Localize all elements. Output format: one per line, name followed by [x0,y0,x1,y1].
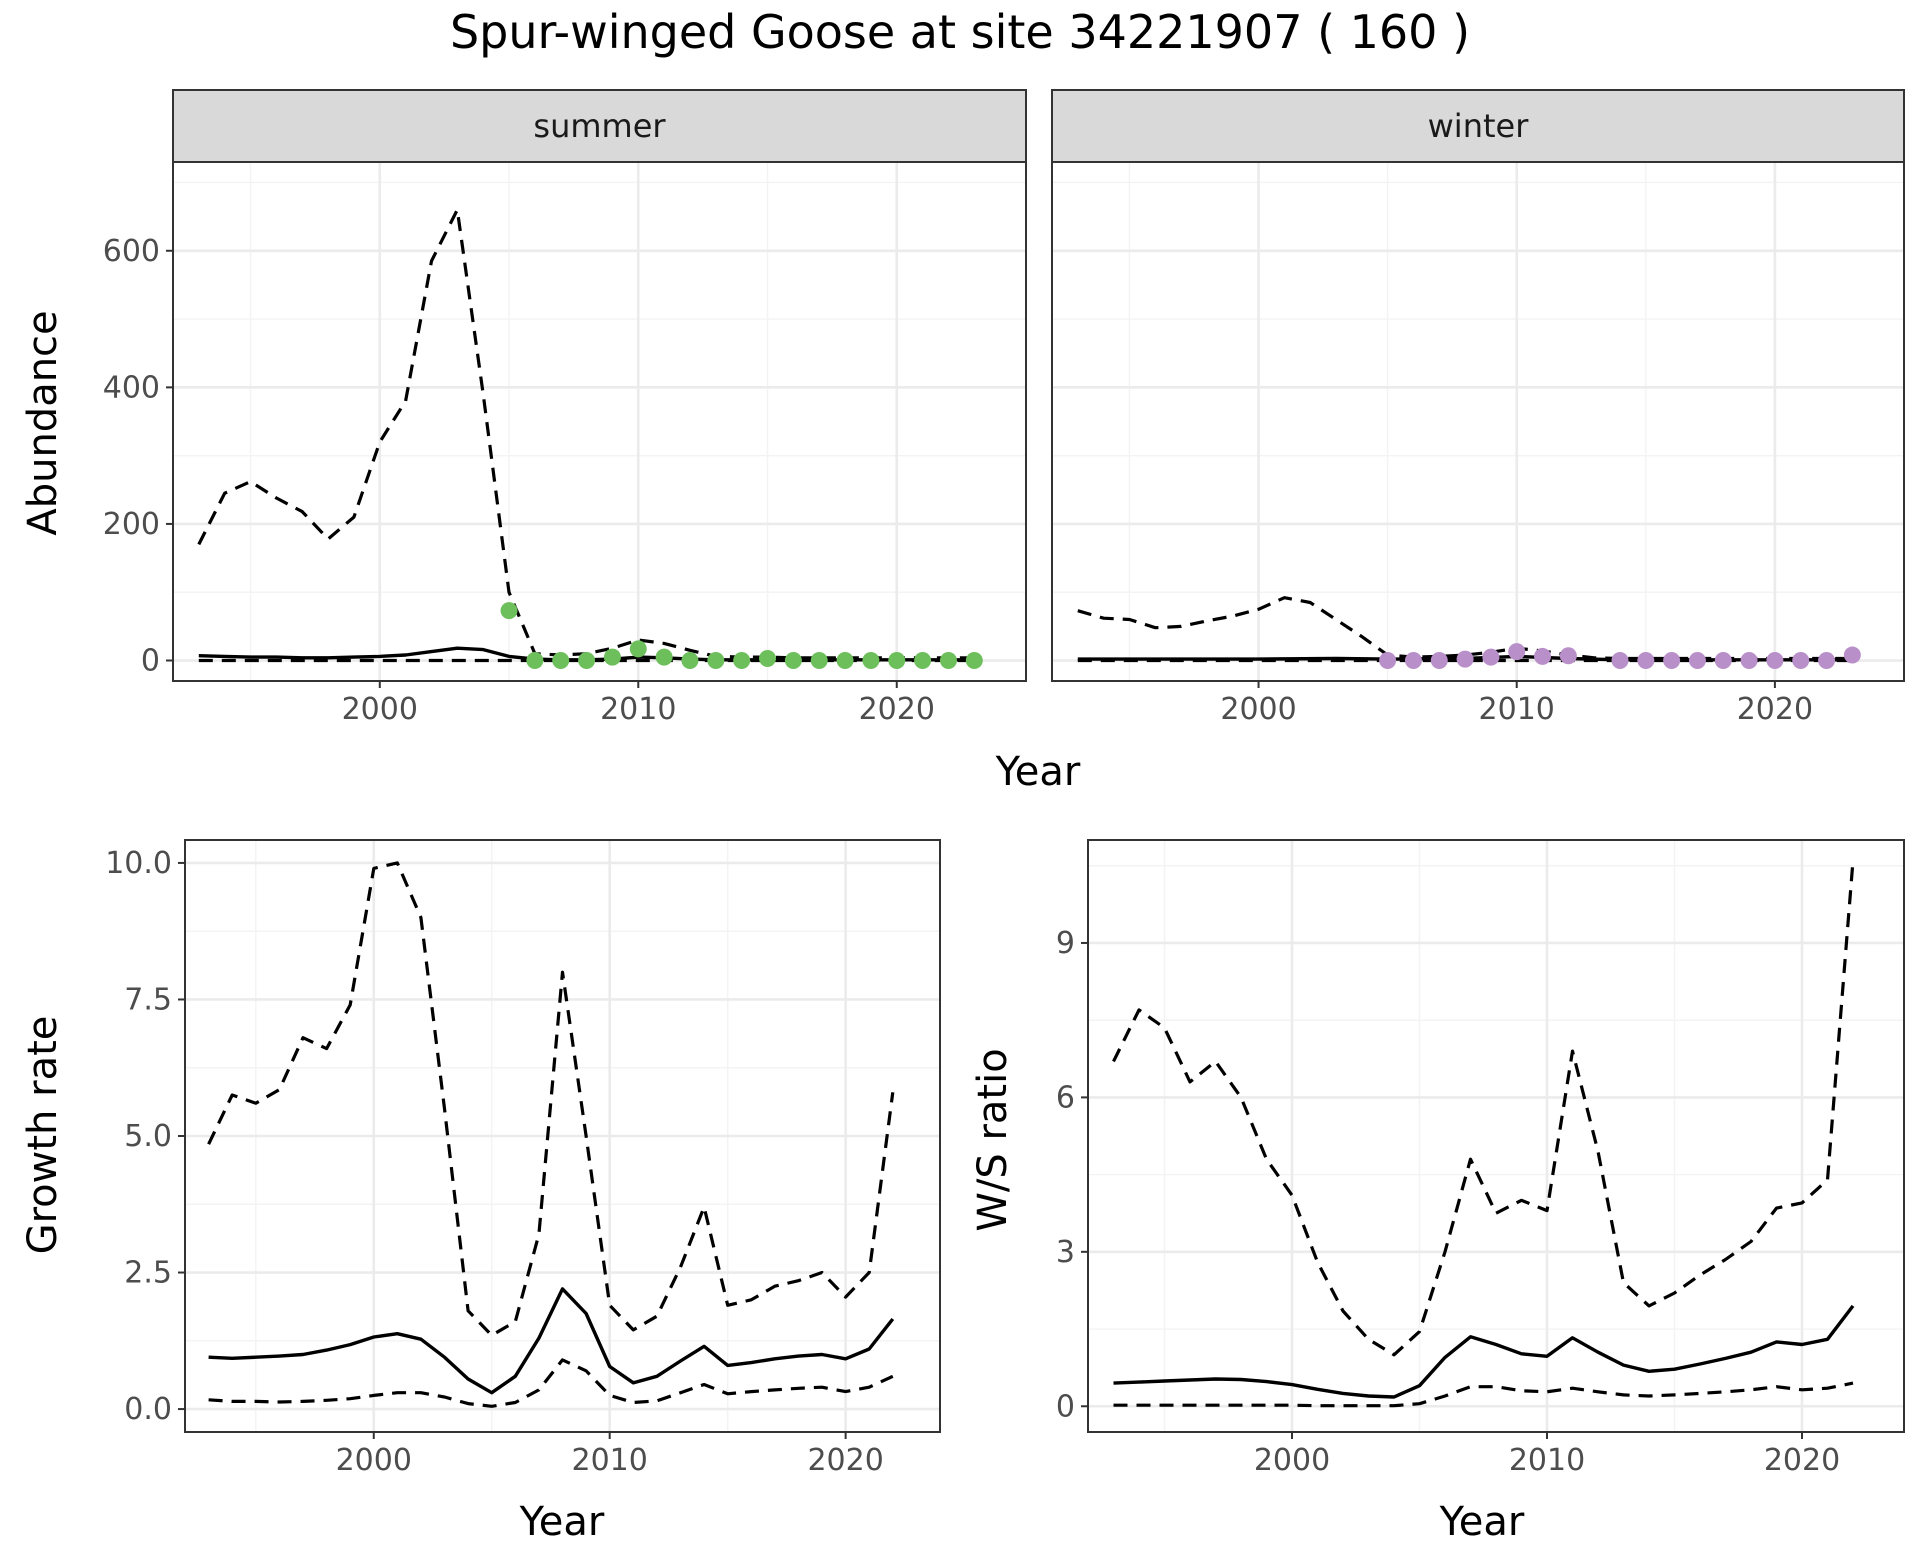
observed-point [1688,652,1706,670]
series-line-estimate [1113,1304,1855,1399]
growth-panel: 2000 2010 2020 0.0 2.5 5.0 7.5 10.0 [105,839,941,1478]
observed-point [681,652,699,670]
observed-point [1482,648,1500,666]
y-tick-label: 400 [103,370,160,405]
series-line-lower [1113,1381,1854,1408]
observed-point [655,648,673,666]
observed-point [1611,652,1629,670]
summer-strip [172,89,1027,163]
plot-background [173,162,1026,681]
observed-point [578,652,596,670]
series-line-upper [207,861,895,1337]
x-tick-label: 2020 [1737,692,1813,727]
x-tick-label: 2000 [336,1443,412,1478]
y-tick-label: 200 [103,507,160,542]
summer-panel: summer 2000 2010 2020 0 200 400 600 [103,89,1027,727]
plot-border [172,161,1027,682]
x-tick-label: 2020 [807,1443,883,1478]
winter-plot-area: 2000 2010 2020 [1051,161,1905,727]
observed-point [629,640,647,658]
top-x-axis-title: Year [995,749,1081,795]
observed-point [784,652,802,670]
observed-point [1663,652,1681,670]
plot-background [1052,162,1904,681]
series-line-lower [208,1358,894,1408]
observed-point [836,652,854,670]
series-line-estimate [208,1287,895,1395]
y-tick-label: 600 [103,234,160,269]
observed-point [552,652,570,670]
winter-strip [1051,89,1905,163]
y-tick-label: 0 [141,644,160,679]
y-tick-label: 0 [1056,1389,1075,1424]
observed-point [1456,650,1474,668]
winter-panel: winter 2000 2010 2020 [1051,89,1905,727]
observed-point [707,652,725,670]
observed-point [810,652,828,670]
observed-point [1508,643,1526,661]
y-tick-label: 3 [1056,1235,1075,1270]
plot-background [1088,840,1904,1432]
observed-point [965,652,983,670]
x-tick-label: 2010 [1479,692,1555,727]
observed-point [1766,652,1784,670]
observed-point [1843,646,1861,664]
observed-point [1818,652,1836,670]
observed-point [759,649,777,667]
x-tick-label: 2000 [1254,1443,1330,1478]
figure-title: Spur-winged Goose at site 34221907 ( 160… [450,5,1470,59]
observed-point [1404,652,1422,670]
y-tick-label: 2.5 [124,1256,172,1291]
growth-x-axis-title: Year [519,1499,605,1545]
observed-point [914,652,932,670]
ratio-panel: 2000 2010 2020 0 3 6 9 [1056,839,1905,1478]
observed-point [500,602,518,620]
y-tick-label: 9 [1056,926,1075,961]
plot-border [1051,161,1905,682]
summer-plot-area: 2000 2010 2020 0 200 400 600 [103,161,1027,727]
observed-point [1430,652,1448,670]
series-line-upper [1112,860,1855,1357]
observed-point [1714,652,1732,670]
observed-point [862,652,880,670]
x-tick-label: 2000 [1220,692,1296,727]
observed-point [1379,652,1397,670]
observed-point [1740,652,1758,670]
summer-strip-label: summer [533,107,666,145]
y-tick-label: 5.0 [124,1119,172,1154]
observed-point [888,652,906,670]
observed-point [1637,652,1655,670]
observed-point [1534,647,1552,665]
growth-plot-area: 2000 2010 2020 0.0 2.5 5.0 7.5 10.0 [105,839,941,1478]
x-tick-label: 2020 [859,692,935,727]
growth-y-axis-title: Growth rate [20,1016,66,1255]
x-tick-label: 2010 [572,1443,648,1478]
observed-point [733,652,751,670]
y-tick-label: 6 [1056,1080,1075,1115]
abundance-y-axis-title: Abundance [20,310,66,535]
ratio-x-axis-title: Year [1439,1499,1525,1545]
plot-border [1087,839,1905,1433]
y-tick-label: 0.0 [124,1392,172,1427]
ratio-plot-area: 2000 2010 2020 0 3 6 9 [1056,839,1905,1478]
ratio-y-axis-title: W/S ratio [970,1048,1016,1231]
observed-point [603,648,621,666]
x-tick-label: 2020 [1764,1443,1840,1478]
observed-point [1792,652,1810,670]
observed-point [526,652,544,670]
winter-strip-label: winter [1428,107,1530,145]
observed-point [939,652,957,670]
y-tick-label: 7.5 [124,982,172,1017]
x-tick-label: 2000 [342,692,418,727]
x-tick-label: 2010 [600,692,676,727]
y-tick-label: 10.0 [105,846,172,881]
observed-point [1559,647,1577,665]
x-tick-label: 2010 [1509,1443,1585,1478]
